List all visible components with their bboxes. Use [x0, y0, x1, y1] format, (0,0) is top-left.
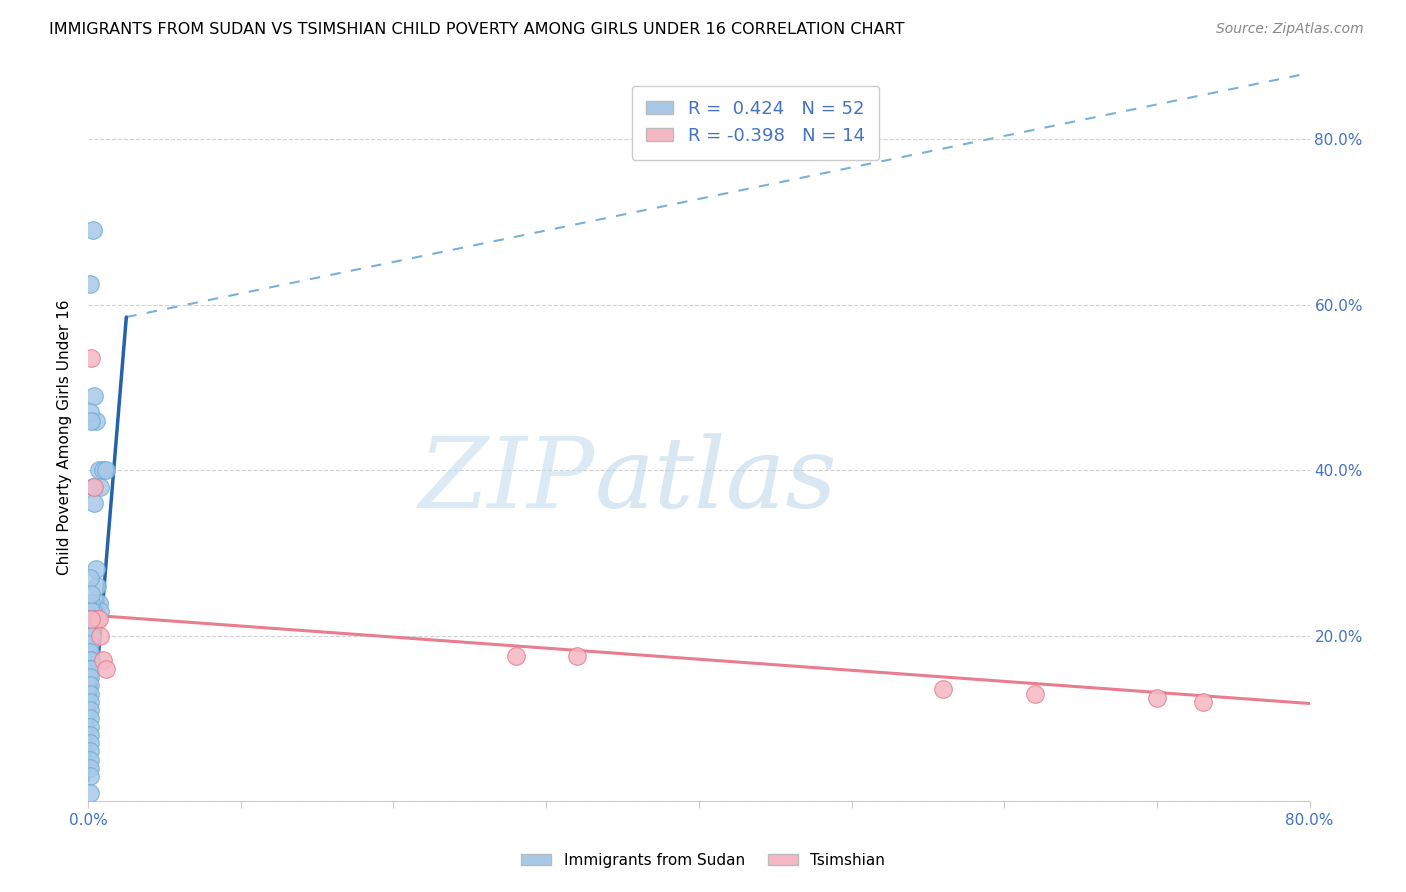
Legend: R =  0.424   N = 52, R = -0.398   N = 14: R = 0.424 N = 52, R = -0.398 N = 14 [631, 86, 879, 160]
Point [80, 612, 103, 626]
Point [79, 653, 101, 667]
Point [89, 604, 111, 618]
Point [79, 761, 101, 775]
Point [96, 662, 118, 676]
Point [79, 744, 101, 758]
Point [79, 612, 101, 626]
Point [79, 405, 101, 419]
Point [79, 703, 101, 717]
Point [80, 587, 103, 601]
Point [82, 612, 104, 626]
Point [82, 604, 104, 618]
Point [82, 480, 104, 494]
Point [79, 720, 101, 734]
Point [505, 649, 527, 664]
Point [83, 389, 105, 403]
Point [80, 596, 103, 610]
Y-axis label: Child Poverty Among Girls Under 16: Child Poverty Among Girls Under 16 [58, 300, 72, 574]
Point [79, 769, 101, 783]
Point [84, 562, 107, 576]
Point [79, 786, 101, 800]
Point [79, 571, 101, 585]
Point [82, 223, 104, 237]
Point [79, 277, 101, 291]
Point [93, 653, 115, 667]
Point [89, 629, 111, 643]
Text: atlas: atlas [595, 434, 838, 528]
Point [86, 579, 108, 593]
Point [83, 496, 105, 510]
Point [1146, 690, 1168, 705]
Legend: Immigrants from Sudan, Tsimshian: Immigrants from Sudan, Tsimshian [515, 847, 891, 873]
Point [87, 463, 110, 477]
Text: Source: ZipAtlas.com: Source: ZipAtlas.com [1216, 22, 1364, 37]
Point [1024, 687, 1046, 701]
Point [79, 612, 101, 626]
Point [79, 620, 101, 634]
Point [79, 736, 101, 750]
Point [87, 612, 110, 626]
Point [79, 728, 101, 742]
Point [83, 480, 105, 494]
Point [565, 649, 588, 664]
Point [87, 596, 110, 610]
Point [79, 695, 101, 709]
Point [1191, 695, 1213, 709]
Point [80, 612, 103, 626]
Point [79, 612, 101, 626]
Point [79, 662, 101, 676]
Point [96, 463, 118, 477]
Point [80, 662, 103, 676]
Point [79, 612, 101, 626]
Point [80, 629, 103, 643]
Point [79, 645, 101, 659]
Point [80, 413, 103, 427]
Point [80, 604, 103, 618]
Point [84, 413, 107, 427]
Point [89, 480, 111, 494]
Point [932, 682, 955, 697]
Point [79, 612, 101, 626]
Point [79, 678, 101, 692]
Point [82, 612, 104, 626]
Point [79, 670, 101, 684]
Point [80, 351, 103, 366]
Text: IMMIGRANTS FROM SUDAN VS TSIMSHIAN CHILD POVERTY AMONG GIRLS UNDER 16 CORRELATIO: IMMIGRANTS FROM SUDAN VS TSIMSHIAN CHILD… [49, 22, 904, 37]
Point [79, 753, 101, 767]
Point [80, 612, 103, 626]
Point [93, 463, 115, 477]
Point [79, 687, 101, 701]
Point [86, 612, 108, 626]
Point [80, 653, 103, 667]
Text: ZIP: ZIP [419, 434, 595, 528]
Point [79, 711, 101, 725]
Point [79, 637, 101, 651]
